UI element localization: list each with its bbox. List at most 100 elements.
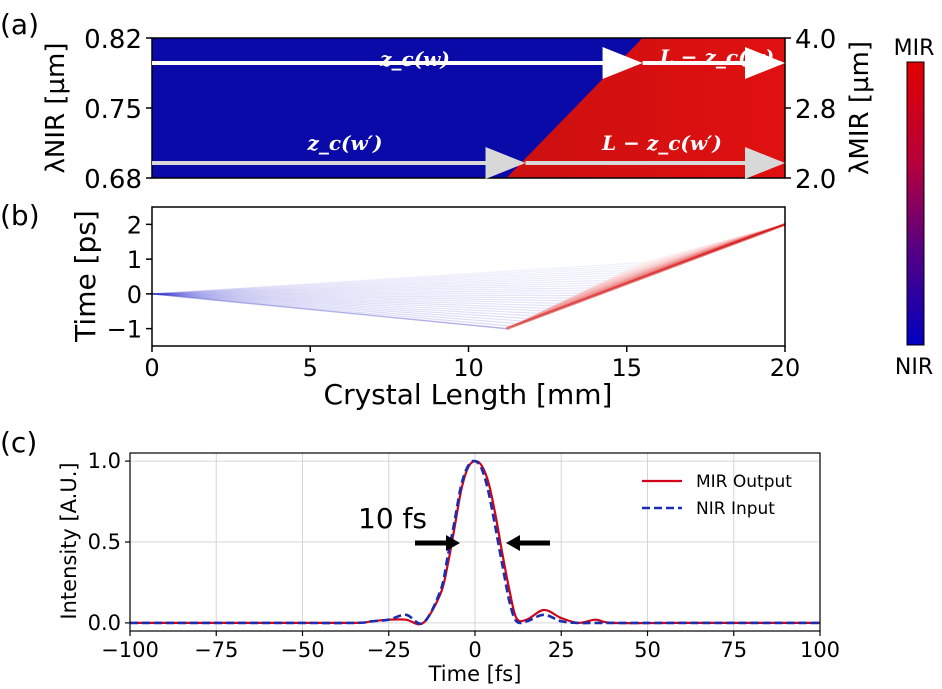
panel-c: −100 −75 −50 −25 0 25 50 75 100 1.00.50.0 10 fs … (57, 449, 840, 686)
fan-mir-ray (605, 223, 786, 281)
fan-mir-ray (595, 223, 786, 287)
fan-nir-ray (151, 292, 580, 295)
c-xtick-label: −75 (194, 638, 238, 662)
fwhm-right-arrow-head (506, 535, 520, 551)
fan-nir-ray (151, 293, 533, 317)
a-left-tick-2: 0.68 (84, 165, 142, 195)
colorbar-gradient (906, 61, 925, 346)
fan-nir-ray (151, 293, 575, 297)
c-xtick-label: 100 (800, 638, 840, 662)
fan-nir-ray (151, 269, 627, 295)
fan-nir-ray (151, 293, 570, 299)
fan-nir-ray (151, 264, 638, 295)
panel-b: 0 5 10 15 20 210−1 Crystal Length [mm] Time … (69, 206, 800, 411)
fan-nir-ray (151, 293, 554, 307)
panel-label-a: (a) (0, 8, 39, 41)
label-zc-wprime: z_c(w′) (307, 131, 383, 155)
a-ylabel-right: λMIR [µm] (845, 41, 875, 175)
c-ylabel: Intensity [A.U.] (57, 462, 81, 619)
fan-mir-ray (626, 223, 786, 271)
a-right-ticks: 4.0 2.8 2.0 (785, 25, 836, 195)
legend-label-mir: MIR Output (696, 472, 792, 492)
fan-nir-ray (151, 284, 596, 295)
a-left-ticks: 0.82 0.75 0.68 (84, 25, 152, 195)
c-xlabel: Time [fs] (428, 662, 522, 686)
c-xtick-label: 75 (720, 638, 747, 662)
fan-nir-ray (151, 279, 606, 295)
c-xtick-label: 50 (634, 638, 661, 662)
fan-nir-ray (151, 293, 528, 320)
b-ylabel: Time [ps] (69, 210, 102, 343)
fan-nir-ray (151, 293, 565, 302)
a-right-tick-1: 2.8 (795, 95, 836, 125)
c-ytick-label: 0.5 (88, 530, 121, 554)
label-zc-w: z_c(w) (379, 47, 450, 71)
c-y-ticks: 1.0 0.5 0.0 (88, 449, 130, 635)
c-legend: MIR Output NIR Input (642, 472, 792, 519)
panel-a: z_c(w) L − z_c(w) z_c(w′) L − z_c(w′) 0.… (41, 25, 875, 195)
c-xtick-label: −50 (280, 638, 324, 662)
c-ytick-label: 1.0 (88, 449, 121, 473)
panel-label-b: (b) (0, 199, 40, 232)
a-left-tick-0: 0.82 (84, 25, 142, 55)
b-xtick-label: 10 (453, 354, 484, 382)
b-x-ticks: 0 5 10 15 20 (144, 346, 800, 382)
c-ytick-label: 0.0 (88, 611, 121, 635)
fan-nir-ray (151, 289, 586, 295)
fan-mir-ray (600, 223, 786, 284)
fan-nir-ray (151, 287, 591, 295)
c-xtick-label: 25 (548, 638, 575, 662)
b-ytick-label: 0 (127, 281, 142, 309)
b-xlabel: Crystal Length [mm] (324, 378, 613, 411)
a-right-tick-2: 2.0 (795, 165, 836, 195)
fan-nir-ray (151, 282, 601, 295)
b-y-ticks: 2 1 0 −1 (107, 211, 152, 344)
a-left-tick-1: 0.75 (84, 95, 142, 125)
colorbar-bottom-label: NIR (895, 355, 933, 380)
fan-nir-ray (151, 293, 517, 325)
fan-nir-ray (151, 293, 538, 314)
c-xtick-label: −100 (101, 638, 159, 662)
b-xtick-label: 0 (144, 354, 159, 382)
legend-label-nir: NIR Input (696, 499, 775, 519)
b-ytick-label: 1 (127, 246, 142, 274)
b-xtick-label: 15 (611, 354, 642, 382)
fan-nir-ray (151, 277, 612, 295)
fan-nir-ray (151, 272, 622, 295)
a-right-tick-0: 4.0 (795, 25, 836, 55)
fan-mir-ray (637, 223, 786, 266)
b-ytick-label: −1 (107, 316, 142, 344)
fan-nir-ray (151, 262, 643, 295)
fan-nir-ray (151, 267, 633, 295)
fwhm-annotation: 10 fs (358, 502, 427, 535)
label-L-zc-w: L − z_c(w) (659, 45, 774, 69)
b-fan (151, 222, 786, 331)
colorbar-top-label: MIR (894, 36, 935, 61)
b-xtick-label: 20 (770, 354, 801, 382)
c-xtick-label: 0 (468, 638, 481, 662)
heatmap-mir-region (506, 38, 785, 178)
fan-mir-ray (610, 223, 786, 279)
fan-nir-ray (151, 293, 523, 322)
b-plot-area (152, 207, 785, 346)
fan-mir-ray (631, 223, 786, 269)
c-x-ticks: −100 −75 −50 −25 0 25 50 75 100 (101, 631, 840, 662)
fwhm-left-arrow-head (446, 535, 460, 551)
fan-nir-edge (151, 293, 507, 330)
label-L-zc-wprime: L − z_c(w′) (601, 131, 722, 155)
fan-nir-ray (151, 293, 507, 330)
b-ytick-label: 2 (127, 211, 142, 239)
fan-mir-ray (616, 223, 786, 276)
a-ylabel-left: λNIR [µm] (41, 43, 71, 174)
colorbar: MIR NIR (894, 36, 935, 380)
fan-mir-ray (621, 223, 786, 274)
fan-mir-edge (505, 222, 786, 331)
fan-nir-ray (151, 293, 559, 304)
panel-label-c: (c) (0, 426, 37, 459)
fan-nir-ray (151, 293, 549, 309)
b-xtick-label: 5 (303, 354, 318, 382)
series-line-nir-input (129, 459, 820, 626)
fan-nir-ray (151, 293, 512, 327)
fan-nir-ray (151, 293, 544, 312)
